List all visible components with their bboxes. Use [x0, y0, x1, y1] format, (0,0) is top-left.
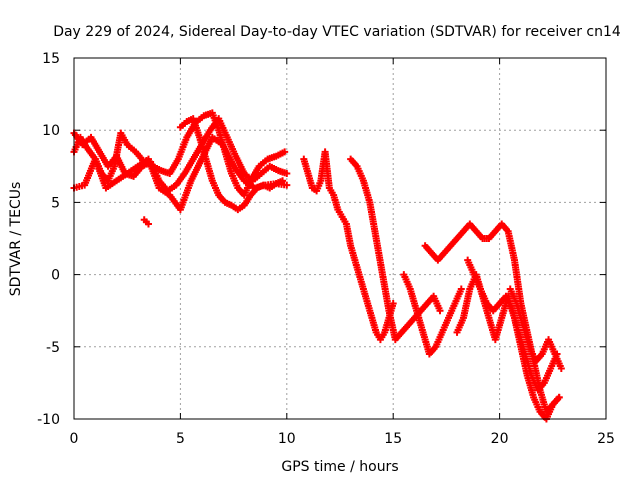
plot-frame	[73, 57, 607, 420]
axis-ticks	[73, 57, 607, 420]
series-arc-11	[464, 256, 561, 394]
data-points	[70, 109, 565, 423]
y-tick-label: 10	[42, 123, 60, 139]
data-point	[281, 148, 289, 156]
data-point	[283, 170, 291, 178]
y-tick-label: -5	[46, 340, 60, 356]
tick-labels: 0 5 10 15 20 25 -10 -5 0 5 10 15	[37, 51, 615, 447]
data-point	[555, 393, 563, 401]
series-arc-12	[506, 285, 565, 372]
series-arc-4	[176, 115, 287, 214]
grid	[74, 58, 606, 419]
data-point	[457, 285, 465, 293]
data-point	[436, 307, 444, 315]
data-point	[144, 220, 152, 228]
series-arc-5	[140, 216, 152, 228]
data-point	[283, 181, 291, 189]
x-tick-label: 15	[384, 431, 402, 447]
series-arc-8	[400, 271, 465, 358]
x-tick-label: 10	[278, 431, 296, 447]
series-arc-6	[300, 148, 397, 344]
x-tick-label: 25	[597, 431, 615, 447]
y-tick-label: 15	[42, 51, 60, 67]
x-tick-label: 0	[70, 431, 79, 447]
data-point	[279, 177, 287, 185]
x-tick-label: 20	[491, 431, 509, 447]
x-tick-label: 5	[176, 431, 185, 447]
data-point	[557, 364, 565, 372]
chart-title: Day 229 of 2024, Sidereal Day-to-day VTE…	[53, 24, 621, 40]
y-tick-label: -10	[37, 412, 60, 428]
series-arc-7	[347, 155, 444, 344]
y-axis-title: SDTVAR / TECUs	[8, 182, 24, 297]
series-arc-2	[70, 115, 291, 195]
y-tick-label: 5	[51, 195, 60, 211]
x-axis-title: GPS time / hours	[281, 459, 398, 475]
y-tick-label: 0	[51, 268, 60, 284]
